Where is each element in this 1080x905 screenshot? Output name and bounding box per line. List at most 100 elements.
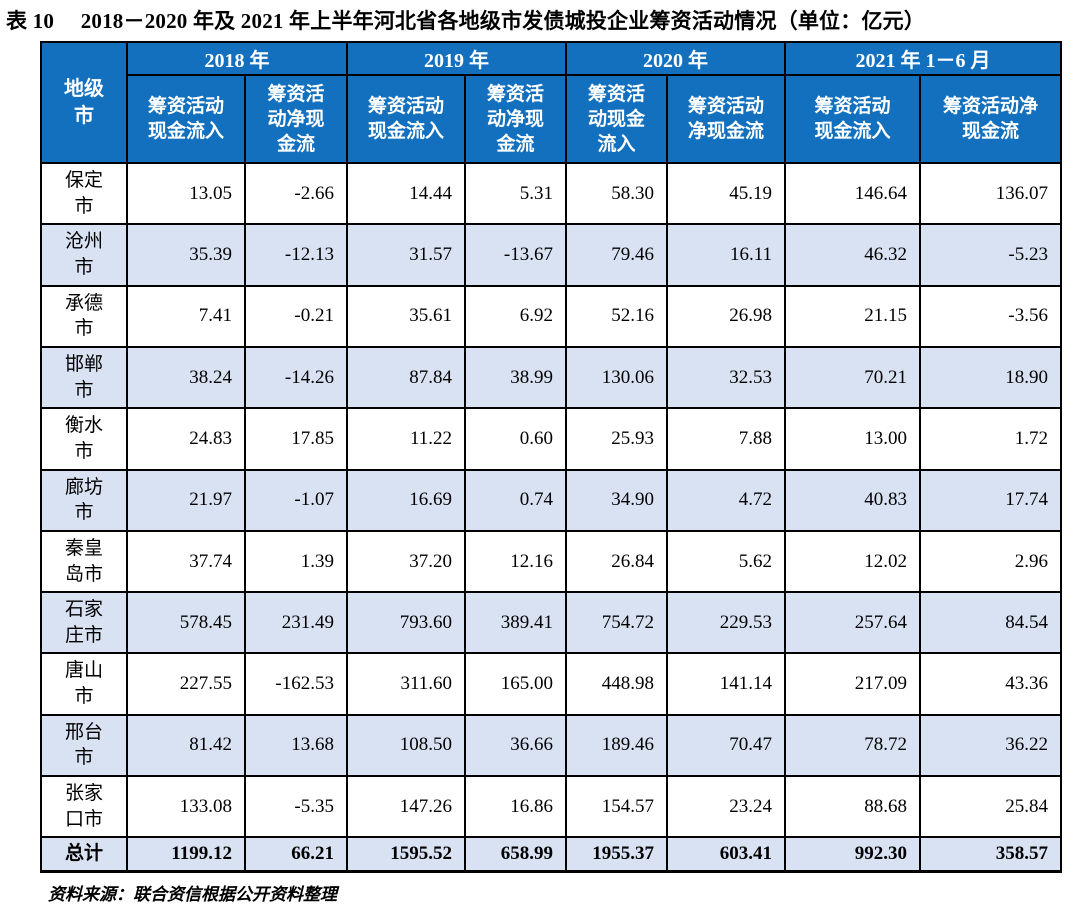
value-cell: 108.50 (346, 713, 466, 778)
value-cell: 0.74 (464, 468, 567, 532)
value-cell: 1955.37 (565, 836, 668, 873)
value-cell: -5.35 (244, 774, 348, 839)
value-cell: 18.90 (919, 346, 1062, 410)
year-header-2018: 2018 年 (126, 41, 348, 77)
table-row: 沧州市 35.39 -12.13 31.57 -13.67 79.46 16.11 46.32… (40, 223, 1062, 287)
value-cell: -5.23 (919, 223, 1062, 287)
value-cell: 66.21 (244, 836, 348, 873)
value-cell: 133.08 (126, 774, 246, 839)
table-row: 邢台市 81.42 13.68 108.50 36.66 189.46 70.47 78.72… (40, 713, 1062, 778)
total-label-cell: 总计 (40, 836, 128, 873)
value-cell: 17.85 (244, 407, 348, 471)
sub-header-netflow-2020: 筹资活动 净现金流 (666, 74, 786, 165)
table-row: 承德市 7.41 -0.21 35.61 6.92 52.16 26.98 21.15 -3.5… (40, 284, 1062, 349)
value-cell: 37.20 (346, 529, 466, 594)
value-cell: 26.84 (565, 529, 668, 594)
table-row: 石家庄市 578.45 231.49 793.60 389.41 754.72 229.53… (40, 591, 1062, 655)
value-cell: 37.74 (126, 529, 246, 594)
value-cell: 81.42 (126, 713, 246, 778)
value-cell: 87.84 (346, 346, 466, 410)
sub-header-inflow-2019: 筹资活动 现金流入 (346, 74, 466, 165)
value-cell: 21.15 (784, 284, 921, 349)
value-cell: 136.07 (919, 162, 1062, 226)
value-cell: 165.00 (464, 652, 567, 716)
corner-header-city: 地级 市 (40, 41, 128, 165)
value-cell: 38.99 (464, 346, 567, 410)
value-cell: 31.57 (346, 223, 466, 287)
value-cell: 658.99 (464, 836, 567, 873)
city-name-cell: 承德市 (40, 284, 128, 349)
value-cell: 16.86 (464, 774, 567, 839)
table-row: 邯郸市 38.24 -14.26 87.84 38.99 130.06 32.53 70.21… (40, 346, 1062, 410)
value-cell: 35.61 (346, 284, 466, 349)
source-note: 资料来源：联合资信根据公开资料整理 (48, 884, 337, 904)
value-cell: 189.46 (565, 713, 668, 778)
value-cell: 217.09 (784, 652, 921, 716)
value-cell: 14.44 (346, 162, 466, 226)
value-cell: 43.36 (919, 652, 1062, 716)
value-cell: 578.45 (126, 591, 246, 655)
city-name-cell: 石家庄市 (40, 591, 128, 655)
value-cell: 16.69 (346, 468, 466, 532)
value-cell: 141.14 (666, 652, 786, 716)
value-cell: 257.64 (784, 591, 921, 655)
value-cell: 88.68 (784, 774, 921, 839)
sub-header-netflow-2018: 筹资活 动净现 金流 (244, 74, 348, 165)
value-cell: -3.56 (919, 284, 1062, 349)
value-cell: -0.21 (244, 284, 348, 349)
value-cell: 35.39 (126, 223, 246, 287)
value-cell: 793.60 (346, 591, 466, 655)
table-body: 保定市 13.05 -2.66 14.44 5.31 58.30 45.19 146.64 13… (40, 162, 1062, 873)
year-header-row: 地级 市 2018 年 2019 年 2020 年 2021 年 1－6 月 (40, 41, 1062, 165)
table-title: 表 10 2018－2020 年及 2021 年上半年河北省各地级市发债城投企业… (6, 9, 926, 33)
table-row: 秦皇岛市 37.74 1.39 37.20 12.16 26.84 5.62 12.02 2.9… (40, 529, 1062, 594)
financing-table: 地级 市 2018 年 2019 年 2020 年 2021 年 1－6 月 筹… (40, 41, 1062, 873)
city-name-cell: 唐山市 (40, 652, 128, 716)
value-cell: 16.11 (666, 223, 786, 287)
value-cell: 2.96 (919, 529, 1062, 594)
value-cell: 78.72 (784, 713, 921, 778)
value-cell: -12.13 (244, 223, 348, 287)
value-cell: 229.53 (666, 591, 786, 655)
value-cell: 227.55 (126, 652, 246, 716)
value-cell: 754.72 (565, 591, 668, 655)
value-cell: 12.16 (464, 529, 567, 594)
value-cell: 1595.52 (346, 836, 466, 873)
table-row: 廊坊市 21.97 -1.07 16.69 0.74 34.90 4.72 40.83 17.7… (40, 468, 1062, 532)
value-cell: 13.68 (244, 713, 348, 778)
value-cell: 5.31 (464, 162, 567, 226)
total-row: 总计 1199.12 66.21 1595.52 658.99 1955.37 603.41… (40, 836, 1062, 873)
city-name-cell: 廊坊市 (40, 468, 128, 532)
value-cell: 46.32 (784, 223, 921, 287)
year-header-2021h1: 2021 年 1－6 月 (784, 41, 1062, 77)
value-cell: -1.07 (244, 468, 348, 532)
value-cell: 6.92 (464, 284, 567, 349)
table-row: 张家口市 133.08 -5.35 147.26 16.86 154.57 23.24 88.… (40, 774, 1062, 839)
value-cell: 1.72 (919, 407, 1062, 471)
sub-header-row: 筹资活动 现金流入 筹资活 动净现 金流 筹资活动 现金流入 筹资活 动净现 金… (41, 74, 1062, 165)
value-cell: -13.67 (464, 223, 567, 287)
value-cell: 147.26 (346, 774, 466, 839)
value-cell: 7.41 (126, 284, 246, 349)
value-cell: 146.64 (784, 162, 921, 226)
value-cell: 70.21 (784, 346, 921, 410)
value-cell: -14.26 (244, 346, 348, 410)
value-cell: 84.54 (919, 591, 1062, 655)
value-cell: 40.83 (784, 468, 921, 532)
value-cell: 79.46 (565, 223, 668, 287)
value-cell: 5.62 (666, 529, 786, 594)
value-cell: 0.60 (464, 407, 567, 471)
value-cell: 389.41 (464, 591, 567, 655)
city-name-cell: 秦皇岛市 (40, 529, 128, 594)
value-cell: 603.41 (666, 836, 786, 873)
value-cell: 992.30 (784, 836, 921, 873)
city-name-cell: 张家口市 (40, 774, 128, 839)
value-cell: 231.49 (244, 591, 348, 655)
value-cell: 36.22 (919, 713, 1062, 778)
table-row: 唐山市 227.55 -162.53 311.60 165.00 448.98 141.14… (40, 652, 1062, 716)
value-cell: 130.06 (565, 346, 668, 410)
year-header-2020: 2020 年 (565, 41, 786, 77)
value-cell: 25.93 (565, 407, 668, 471)
value-cell: 34.90 (565, 468, 668, 532)
value-cell: 12.02 (784, 529, 921, 594)
